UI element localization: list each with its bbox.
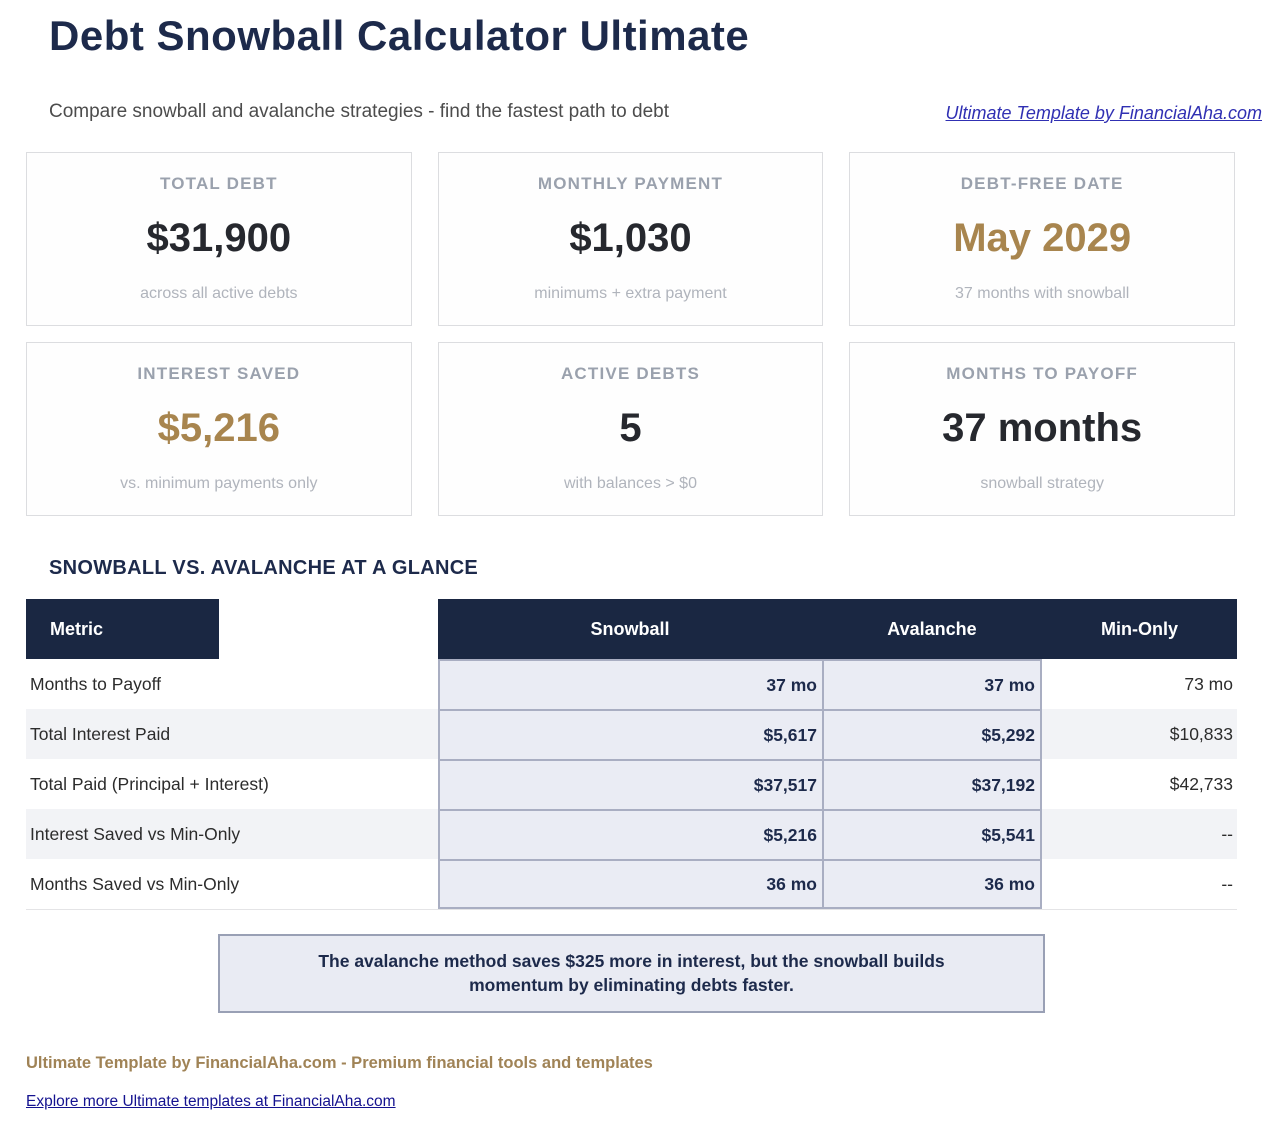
stat-card-monthly-payment: MONTHLY PAYMENT $1,030 minimums + extra … [437,152,824,326]
stat-label: INTEREST SAVED [137,364,301,383]
snowball-cell: $5,617 [438,709,822,759]
avalanche-cell: 36 mo [822,859,1042,909]
stat-label: ACTIVE DEBTS [560,364,701,383]
metric-cell: Total Interest Paid [30,723,171,744]
stat-value: 37 months [942,406,1143,450]
stat-value: $1,030 [569,216,692,260]
stat-card-total-debt: TOTAL DEBT $31,900 across all active deb… [26,152,412,326]
stat-card-grid: TOTAL DEBT $31,900 across all active deb… [26,152,1235,516]
column-header-snowball: Snowball [590,619,670,639]
min-only-cell: 73 mo [1184,673,1233,694]
metric-cell: Months Saved vs Min-Only [30,873,240,894]
snowball-cell: 36 mo [438,859,822,909]
comparison-section-heading: SNOWBALL VS. AVALANCHE AT A GLANCE [49,557,479,579]
avalanche-cell: $5,541 [822,809,1042,859]
avalanche-cell: 37 mo [822,659,1042,709]
metric-cell: Total Paid (Principal + Interest) [30,773,269,794]
stat-value: May 2029 [953,216,1132,260]
column-header-block: Snowball Avalanche Min-Only [438,599,1237,659]
table-row: Months to Payoff 37 mo 37 mo 73 mo [26,659,1237,709]
page-subtitle: Compare snowball and avalanche strategie… [49,101,669,122]
column-header-min-only: Min-Only [1101,619,1178,639]
stat-label: TOTAL DEBT [159,174,278,193]
table-row: Total Paid (Principal + Interest) $37,51… [26,759,1237,809]
snowball-cell: 37 mo [438,659,822,709]
snowball-cell: $5,216 [438,809,822,859]
strategy-comparison-callout: The avalanche method saves $325 more in … [218,934,1045,1014]
stat-note: snowball strategy [980,475,1104,492]
column-header-spacer [219,599,438,659]
avalanche-cell: $5,292 [822,709,1042,759]
stat-card-debt-free-date: DEBT-FREE DATE May 2029 37 months with s… [849,152,1235,326]
metric-cell: Months to Payoff [30,673,162,694]
stat-note: across all active debts [140,285,298,302]
snowball-cell: $37,517 [438,759,822,809]
stat-value: 5 [619,406,642,450]
min-only-cell: -- [1221,873,1233,894]
column-header-avalanche: Avalanche [887,619,977,639]
stat-note: vs. minimum payments only [120,475,318,492]
min-only-cell: $42,733 [1169,773,1233,794]
stat-card-months-to-payoff: MONTHS TO PAYOFF 37 months snowball stra… [849,342,1235,516]
min-only-cell: -- [1221,823,1233,844]
template-attribution-link[interactable]: Ultimate Template by FinancialAha.com [945,103,1262,123]
stat-note: with balances > $0 [564,475,697,492]
page-title: Debt Snowball Calculator Ultimate [49,12,750,59]
footer-tagline: Ultimate Template by FinancialAha.com - … [26,1054,653,1072]
stat-value: $5,216 [157,406,280,450]
table-row: Total Interest Paid $5,617 $5,292 $10,83… [26,709,1237,759]
avalanche-cell: $37,192 [822,759,1042,809]
stat-value: $31,900 [146,216,292,260]
stat-label: MONTHS TO PAYOFF [946,364,1139,383]
min-only-cell: $10,833 [1169,723,1233,744]
column-header-metric: Metric [26,599,219,659]
stat-card-interest-saved: INTEREST SAVED $5,216 vs. minimum paymen… [26,342,412,516]
explore-templates-link[interactable]: Explore more Ultimate templates at Finan… [26,1093,396,1110]
table-row: Interest Saved vs Min-Only $5,216 $5,541… [26,809,1237,859]
stat-label: DEBT-FREE DATE [960,174,1124,193]
stat-note: 37 months with snowball [955,285,1130,302]
stat-label: MONTHLY PAYMENT [537,174,724,193]
metric-cell: Interest Saved vs Min-Only [30,823,241,844]
comparison-table: Metric Snowball Avalanche Min-Only Month… [26,599,1237,910]
stat-note: minimums + extra payment [534,285,727,302]
table-row: Months Saved vs Min-Only 36 mo 36 mo -- [26,859,1237,909]
comparison-table-header: Metric Snowball Avalanche Min-Only [26,599,1237,659]
stat-card-active-debts: ACTIVE DEBTS 5 with balances > $0 [437,342,824,516]
